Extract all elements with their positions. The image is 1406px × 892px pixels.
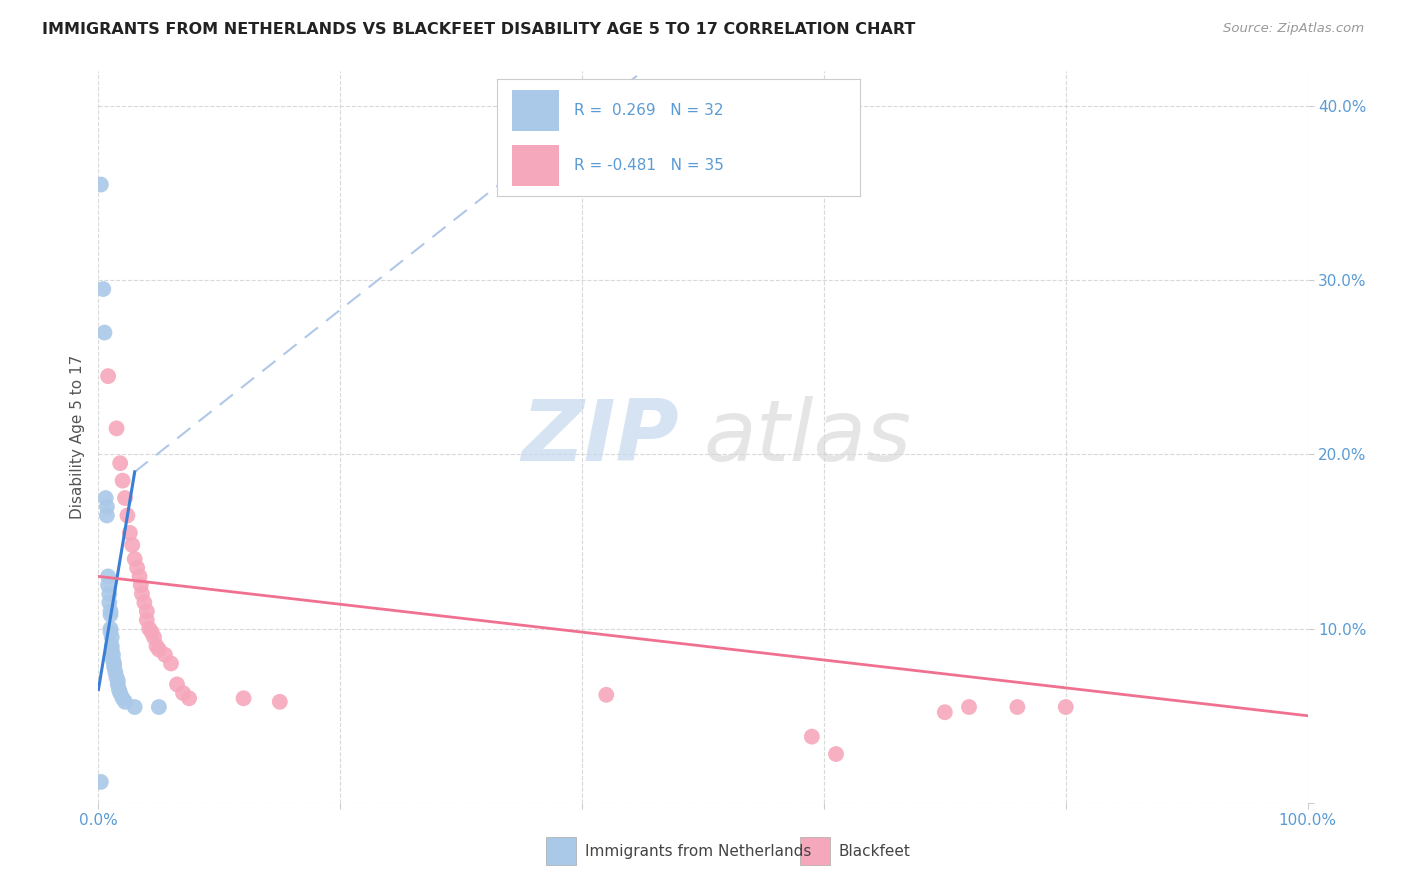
Text: Immigrants from Netherlands: Immigrants from Netherlands xyxy=(585,844,811,859)
Point xyxy=(825,747,848,761)
Point xyxy=(98,595,121,609)
Point xyxy=(1054,700,1077,714)
Point xyxy=(97,578,120,592)
Point xyxy=(90,775,112,789)
Y-axis label: Disability Age 5 to 17: Disability Age 5 to 17 xyxy=(69,355,84,519)
Point xyxy=(100,631,122,645)
Point xyxy=(104,665,127,680)
Point xyxy=(98,587,121,601)
Point xyxy=(135,604,157,618)
Point xyxy=(118,525,141,540)
Point xyxy=(1007,700,1029,714)
Point xyxy=(124,700,146,714)
Point xyxy=(269,695,291,709)
Point xyxy=(108,682,131,697)
Point xyxy=(100,607,122,622)
Point xyxy=(114,695,136,709)
Point xyxy=(105,670,128,684)
Point xyxy=(138,622,160,636)
Point xyxy=(800,730,823,744)
Point xyxy=(107,677,129,691)
Point xyxy=(108,456,131,470)
Point xyxy=(172,686,194,700)
Point xyxy=(166,677,188,691)
Point xyxy=(90,178,112,192)
Point xyxy=(96,500,118,514)
Point xyxy=(103,657,125,671)
Point xyxy=(91,282,114,296)
Point xyxy=(595,688,617,702)
Point xyxy=(179,691,201,706)
Point xyxy=(93,326,115,340)
Point xyxy=(129,578,152,592)
Point xyxy=(131,587,153,601)
Point xyxy=(107,673,129,688)
Point xyxy=(153,648,176,662)
Point xyxy=(97,369,120,384)
Point xyxy=(111,474,134,488)
Point xyxy=(128,569,150,583)
Text: ZIP: ZIP xyxy=(522,395,679,479)
Point xyxy=(94,491,117,505)
Point xyxy=(105,421,128,435)
Point xyxy=(934,705,956,719)
Text: Source: ZipAtlas.com: Source: ZipAtlas.com xyxy=(1223,22,1364,36)
Point xyxy=(160,657,183,671)
Point xyxy=(143,631,166,645)
Point xyxy=(100,622,122,636)
Point xyxy=(145,639,167,653)
Bar xyxy=(800,838,830,865)
Point xyxy=(121,538,143,552)
Bar xyxy=(546,838,576,865)
Point xyxy=(103,660,125,674)
Point xyxy=(141,625,163,640)
Point xyxy=(97,569,120,583)
Point xyxy=(108,686,131,700)
Point xyxy=(100,625,122,640)
Point xyxy=(124,552,146,566)
Point xyxy=(114,491,136,505)
Text: atlas: atlas xyxy=(703,395,911,479)
Point xyxy=(148,642,170,657)
Point xyxy=(148,700,170,714)
Point xyxy=(100,642,122,657)
Point xyxy=(127,560,149,574)
Point xyxy=(96,508,118,523)
Point xyxy=(232,691,254,706)
Point xyxy=(111,691,134,706)
Point xyxy=(101,653,124,667)
Point xyxy=(134,595,156,609)
Point xyxy=(117,508,139,523)
Point xyxy=(957,700,980,714)
Point xyxy=(100,639,122,653)
Text: Blackfeet: Blackfeet xyxy=(838,844,910,859)
Text: IMMIGRANTS FROM NETHERLANDS VS BLACKFEET DISABILITY AGE 5 TO 17 CORRELATION CHAR: IMMIGRANTS FROM NETHERLANDS VS BLACKFEET… xyxy=(42,22,915,37)
Point xyxy=(101,648,124,662)
Point xyxy=(100,604,122,618)
Point xyxy=(135,613,157,627)
